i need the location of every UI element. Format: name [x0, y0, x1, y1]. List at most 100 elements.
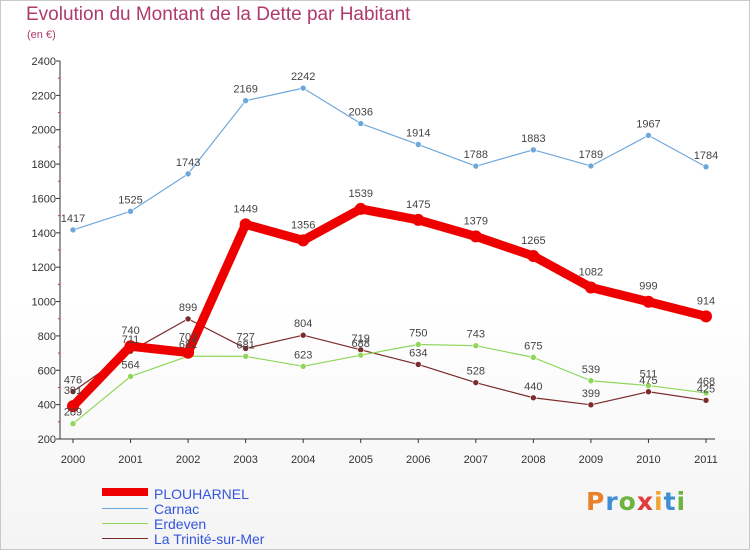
- data-label-carnac: 1967: [636, 118, 660, 130]
- legend-label-carnac: Carnac: [154, 501, 200, 517]
- data-label-la-trinit-sur-mer: 440: [524, 381, 542, 393]
- legend-label-erdeven: Erdeven: [154, 516, 207, 532]
- data-point-la-trinit-sur-mer: [242, 345, 249, 352]
- y-tick-label: 2400: [32, 56, 56, 68]
- y-tick-label: 1800: [32, 159, 56, 171]
- data-point-erdeven: [242, 353, 249, 360]
- x-tick-label: 2006: [406, 454, 430, 466]
- data-label-la-trinit-sur-mer: 899: [179, 302, 197, 314]
- x-tick-label: 2005: [348, 454, 372, 466]
- legend-label-la-trinite-sur-mer: La Trinité-sur-Mer: [154, 531, 265, 547]
- data-label-erdeven: 623: [294, 349, 312, 361]
- data-label-carnac: 1417: [61, 213, 85, 225]
- data-point-erdeven: [587, 377, 595, 385]
- data-point-erdeven: [357, 351, 365, 359]
- data-point-plouharnel: [527, 250, 540, 263]
- data-label-carnac: 2242: [291, 71, 315, 83]
- y-tick-label: 800: [38, 331, 56, 343]
- data-point-la-trinit-sur-mer: [414, 361, 422, 368]
- y-tick-label: 1200: [32, 262, 56, 274]
- data-label-erdeven: 468: [697, 376, 715, 388]
- data-label-la-trinit-sur-mer: 476: [64, 375, 82, 387]
- logo-letter: x: [636, 487, 654, 516]
- series-line-la-trinit-sur-mer: [72, 318, 707, 406]
- data-point-erdeven: [69, 420, 77, 428]
- data-label-plouharnel: 999: [639, 281, 657, 293]
- y-tick-label: 1400: [32, 228, 56, 240]
- data-point-carnac: [299, 84, 307, 92]
- logo-letter: P: [586, 487, 606, 516]
- data-label-carnac: 1789: [579, 149, 603, 161]
- x-tick-label: 2002: [176, 454, 200, 466]
- data-label-erdeven: 511: [640, 369, 658, 381]
- data-point-carnac: [587, 162, 595, 170]
- data-label-carnac: 1784: [694, 150, 718, 162]
- data-label-plouharnel: 914: [697, 295, 715, 307]
- data-label-plouharnel: 1449: [233, 203, 257, 215]
- data-label-plouharnel: 1082: [579, 266, 603, 278]
- data-label-erdeven: 564: [121, 359, 139, 371]
- data-label-erdeven: 539: [582, 364, 600, 376]
- y-tick-label: 600: [38, 365, 56, 377]
- chart-axes: 200 400 600 800 1000 1200 1400 1600 1800 2000 2200…: [32, 56, 718, 466]
- logo-letter: i: [654, 487, 664, 516]
- data-point-plouharnel: [354, 202, 367, 215]
- legend-swatch-erdeven: [102, 523, 148, 524]
- data-point-la-trinit-sur-mer: [645, 388, 652, 396]
- data-point-plouharnel: [584, 281, 597, 294]
- x-tick-label: 2011: [694, 454, 718, 466]
- y-tick-label: 1600: [32, 193, 56, 205]
- legend-label-plouharnel: PLOUHARNEL: [154, 486, 249, 502]
- data-label-plouharnel: 1539: [348, 188, 372, 200]
- data-label-la-trinit-sur-mer: 399: [582, 388, 600, 400]
- data-label-carnac: 1743: [176, 157, 200, 169]
- data-label-plouharnel: 1265: [521, 235, 545, 247]
- data-label-la-trinit-sur-mer: 711: [122, 334, 140, 346]
- legend-swatch-carnac: [102, 508, 148, 509]
- data-point-erdeven: [127, 373, 134, 380]
- data-point-la-trinit-sur-mer: [184, 315, 192, 323]
- x-tick-label: 2003: [233, 454, 257, 466]
- legend-swatch-plouharnel: [102, 488, 148, 496]
- data-label-la-trinit-sur-mer: 719: [352, 333, 370, 345]
- data-label-plouharnel: 1379: [464, 215, 488, 227]
- data-point-carnac: [69, 226, 77, 234]
- data-point-carnac: [530, 146, 537, 154]
- logo-letter: o: [618, 487, 637, 516]
- chart-title: Evolution du Montant de la Dette par Hab…: [26, 4, 411, 25]
- data-point-la-trinit-sur-mer: [587, 401, 595, 409]
- data-point-erdeven: [414, 341, 422, 348]
- data-point-la-trinit-sur-mer: [472, 379, 480, 386]
- series-line-erdeven: [72, 343, 707, 425]
- chart-data-labels: 476 711 899 727 804 719 634 528 440 399 475 425 289 5…: [61, 71, 718, 419]
- data-point-plouharnel: [124, 340, 137, 353]
- data-point-carnac: [127, 208, 134, 215]
- data-label-erdeven: 289: [64, 407, 82, 419]
- data-point-carnac: [702, 163, 710, 171]
- data-point-plouharnel: [642, 295, 655, 308]
- data-label-la-trinit-sur-mer: 804: [294, 318, 312, 330]
- data-label-carnac: 1914: [406, 128, 430, 140]
- logo-letter: i: [676, 487, 687, 516]
- data-label-carnac: 2036: [348, 107, 372, 119]
- y-tick-label: 2000: [32, 125, 56, 137]
- data-label-plouharnel: 1475: [406, 199, 430, 211]
- data-point-plouharnel: [412, 213, 425, 226]
- data-point-erdeven: [645, 382, 652, 389]
- x-tick-label: 2009: [579, 454, 603, 466]
- data-label-erdeven: 682: [179, 339, 197, 351]
- data-point-plouharnel: [182, 346, 195, 359]
- legend-swatch-la-trinite-sur-mer: [102, 538, 148, 539]
- data-point-plouharnel: [67, 400, 79, 413]
- data-point-plouharnel: [469, 230, 482, 243]
- x-tick-label: 2004: [291, 454, 315, 466]
- y-tick-label: 2200: [32, 90, 56, 102]
- series-line-carnac: [72, 87, 707, 231]
- x-tick-label: 2010: [636, 454, 660, 466]
- y-tick-label: 1000: [32, 297, 56, 309]
- data-label-erdeven: 681: [236, 339, 254, 351]
- series-line-plouharnel: [68, 204, 711, 411]
- data-label-la-trinit-sur-mer: 634: [409, 347, 427, 359]
